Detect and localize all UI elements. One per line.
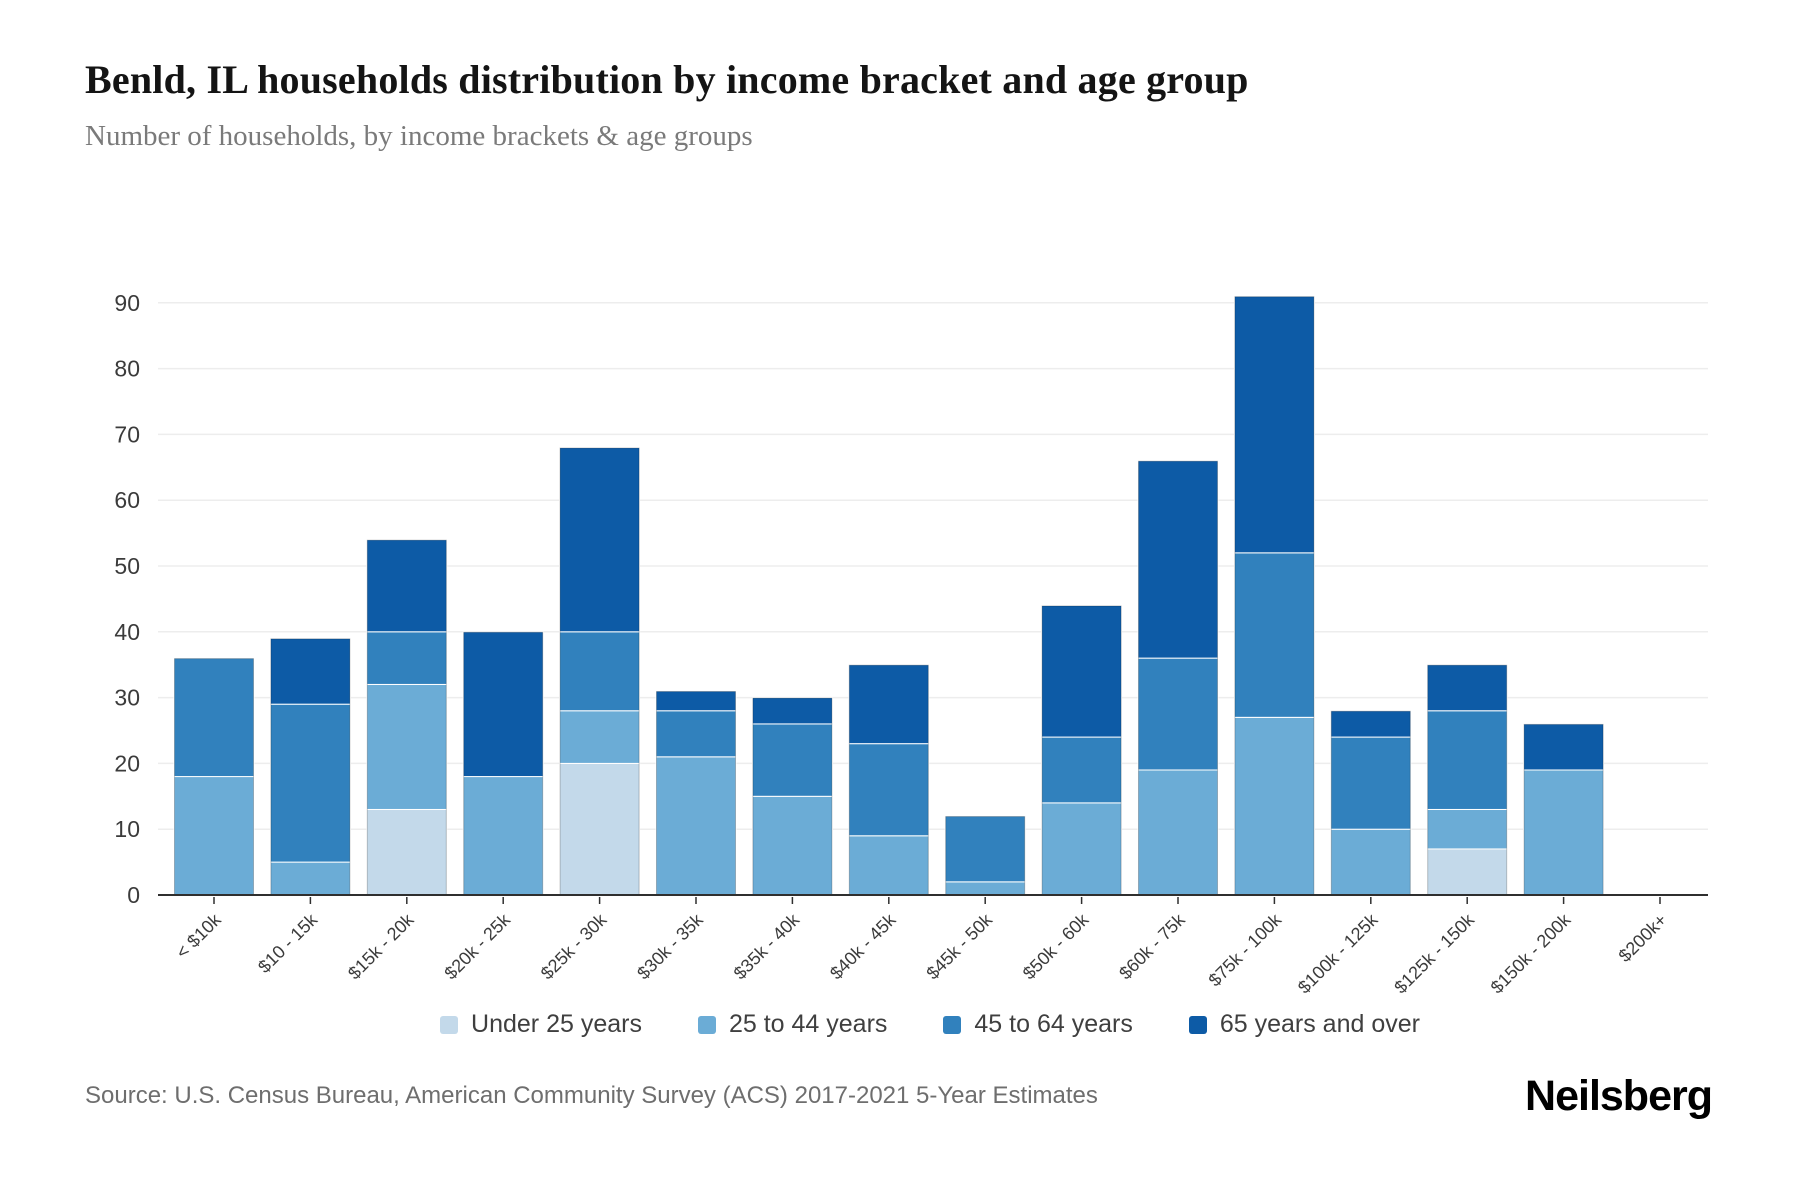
bar-segment[interactable]	[559, 447, 641, 633]
x-axis-category-label: $20k - 25k	[440, 909, 514, 983]
chart-legend: Under 25 years 25 to 44 years 45 to 64 yea…	[150, 1010, 1710, 1039]
bar-segment[interactable]	[1041, 736, 1123, 804]
bar-segment[interactable]	[1426, 808, 1508, 850]
bar-segment[interactable]	[1137, 769, 1219, 896]
bar-segment[interactable]	[751, 697, 833, 725]
bar-segment[interactable]	[173, 657, 255, 778]
bar-segment[interactable]	[848, 743, 930, 837]
bar-segment[interactable]	[655, 756, 737, 896]
bar-segment[interactable]	[944, 881, 1026, 896]
bar-segment[interactable]	[269, 703, 351, 863]
x-axis-category-label: $150k - 200k	[1487, 909, 1575, 997]
x-axis-category-label: $200k+	[1615, 910, 1671, 966]
bar-segment[interactable]	[751, 723, 833, 797]
legend-label: 25 to 44 years	[728, 1010, 888, 1038]
y-axis-tick-label: 10	[114, 816, 140, 842]
bar-segment[interactable]	[269, 637, 351, 705]
x-axis-category-label: $30k - 35k	[633, 909, 707, 983]
legend-label: 45 to 64 years	[974, 1010, 1133, 1038]
x-axis-category-label: $15k - 20k	[344, 909, 418, 983]
x-axis-category-label: $75k - 100k	[1205, 909, 1286, 990]
bar-segment[interactable]	[1426, 664, 1508, 712]
bar-segment[interactable]	[366, 808, 448, 896]
bar-segment[interactable]	[269, 861, 351, 896]
y-axis-tick-label: 40	[114, 619, 140, 645]
x-axis-category-label: $50k - 60k	[1019, 909, 1093, 983]
x-axis-category-label: $60k - 75k	[1115, 909, 1189, 983]
bar-segment[interactable]	[559, 762, 641, 896]
bar-segment[interactable]	[1041, 604, 1123, 738]
legend-item-45-to-64-years[interactable]: 45 to 64 years	[943, 1010, 1133, 1039]
bar-segment[interactable]	[1233, 295, 1315, 554]
x-axis-category-label: $25k - 30k	[537, 909, 611, 983]
bar-segment[interactable]	[173, 776, 255, 896]
bar-segment[interactable]	[462, 631, 544, 778]
legend-swatch-icon	[943, 1015, 962, 1034]
bar-segment[interactable]	[944, 815, 1026, 883]
x-axis-category-label: $40k - 45k	[826, 909, 900, 983]
bar-segment[interactable]	[366, 539, 448, 633]
legend-label: Under 25 years	[471, 1010, 642, 1038]
bar-segment[interactable]	[1330, 736, 1412, 830]
y-axis-tick-label: 70	[114, 421, 140, 447]
legend-swatch-icon	[440, 1015, 459, 1034]
page-title: Benld, IL households distribution by inc…	[85, 57, 1249, 102]
y-axis-tick-label: 20	[114, 750, 140, 776]
bar-segment[interactable]	[848, 664, 930, 745]
bar-segment[interactable]	[1137, 657, 1219, 771]
x-axis-category-label: < $10k	[172, 909, 225, 962]
brand-logo: Neilsberg	[1525, 1072, 1713, 1120]
bar-segment[interactable]	[1233, 716, 1315, 896]
x-axis-category-label: $10 - 15k	[254, 909, 322, 977]
bar-segment[interactable]	[655, 690, 737, 712]
bar-segment[interactable]	[1523, 723, 1605, 771]
y-axis-tick-label: 90	[114, 290, 140, 316]
legend-item-25-to-44-years[interactable]: 25 to 44 years	[697, 1010, 888, 1039]
bar-segment[interactable]	[848, 835, 930, 896]
bar-segment[interactable]	[366, 683, 448, 810]
bar-segment[interactable]	[366, 631, 448, 685]
legend-item-65-years-and-over[interactable]: 65 years and over	[1188, 1010, 1420, 1039]
bar-segment[interactable]	[1233, 552, 1315, 718]
y-axis-tick-label: 60	[114, 487, 140, 513]
source-note: Source: U.S. Census Bureau, American Com…	[85, 1082, 1098, 1109]
bar-segment[interactable]	[462, 776, 544, 896]
y-axis-tick-label: 80	[114, 356, 140, 382]
x-axis-category-label: $45k - 50k	[922, 909, 996, 983]
bar-segment[interactable]	[1523, 769, 1605, 896]
bar-segment[interactable]	[1137, 460, 1219, 659]
legend-label: 65 years and over	[1219, 1010, 1420, 1038]
y-axis-tick-label: 0	[127, 882, 140, 908]
bar-segment[interactable]	[559, 710, 641, 764]
page-subtitle: Number of households, by income brackets…	[85, 120, 753, 152]
y-axis-tick-label: 50	[114, 553, 140, 579]
legend-item-under-25-years[interactable]: Under 25 years	[440, 1010, 642, 1039]
bar-segment[interactable]	[1426, 710, 1508, 810]
bar-segment[interactable]	[1330, 710, 1412, 738]
x-axis-category-label: $35k - 40k	[730, 909, 804, 983]
x-axis-category-label: $125k - 150k	[1390, 909, 1478, 997]
bar-segment[interactable]	[1041, 802, 1123, 896]
bar-segment[interactable]	[655, 710, 737, 758]
bar-segment[interactable]	[1330, 828, 1412, 896]
bar-segment[interactable]	[559, 631, 641, 712]
legend-swatch-icon	[697, 1015, 716, 1034]
x-axis-category-label: $100k - 125k	[1294, 909, 1382, 997]
legend-swatch-icon	[1188, 1015, 1207, 1034]
y-axis-tick-label: 30	[114, 685, 140, 711]
bar-segment[interactable]	[751, 795, 833, 896]
bar-segment[interactable]	[1426, 848, 1508, 896]
